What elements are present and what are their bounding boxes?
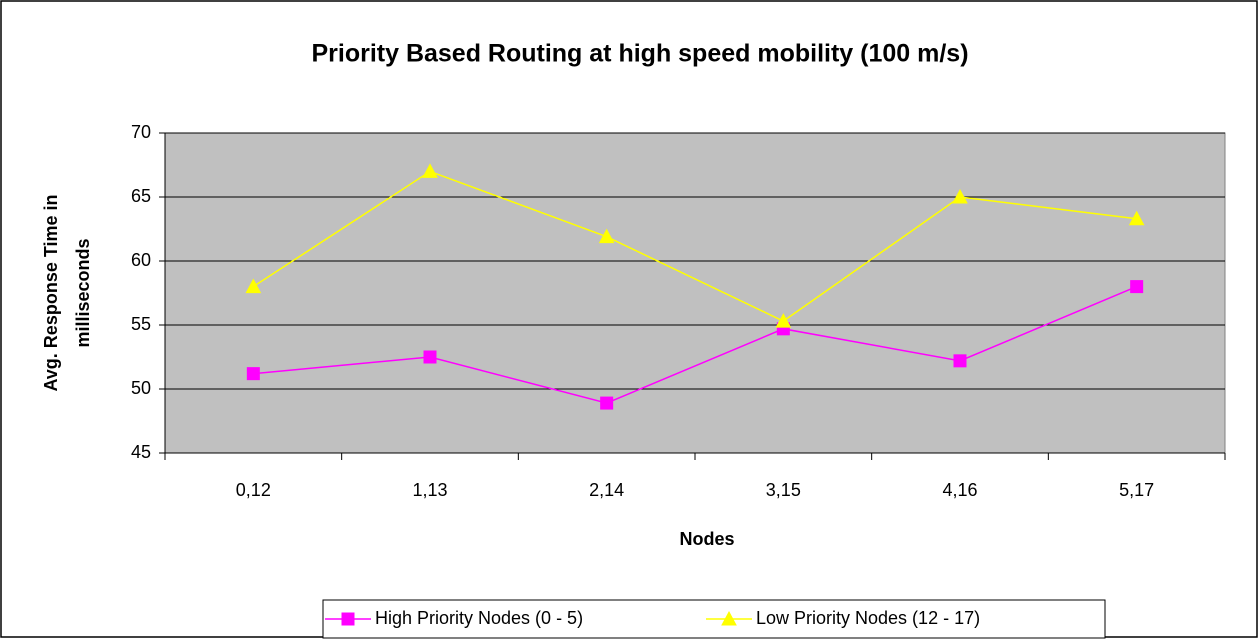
y-tick-label: 55 xyxy=(131,314,151,334)
marker xyxy=(598,228,615,244)
legend-label: Low Priority Nodes (12 - 17) xyxy=(756,608,980,628)
marker xyxy=(775,313,792,328)
x-tick-label: 0,12 xyxy=(236,480,271,500)
x-axis-label: Nodes xyxy=(679,529,734,549)
marker xyxy=(952,188,968,204)
marker xyxy=(953,354,967,368)
marker xyxy=(600,396,614,410)
legend-label: High Priority Nodes (0 - 5) xyxy=(375,608,583,628)
x-tick-label: 1,13 xyxy=(412,480,447,500)
y-tick-label: 45 xyxy=(131,442,151,462)
chart-title: Priority Based Routing at high speed mob… xyxy=(311,40,968,68)
x-tick-label: 2,14 xyxy=(589,480,624,500)
x-tick-label: 5,17 xyxy=(1119,480,1154,500)
plot-area xyxy=(164,132,1226,454)
y-tick-label: 70 xyxy=(131,122,151,142)
y-axis-label: Avg. Response Time in xyxy=(41,194,61,391)
y-axis-label: milliseconds xyxy=(73,238,93,347)
marker xyxy=(246,367,260,381)
marker xyxy=(1130,280,1144,294)
marker xyxy=(423,350,437,364)
y-tick-label: 65 xyxy=(131,186,151,206)
legend-marker xyxy=(721,610,737,626)
series-line xyxy=(253,285,1137,404)
x-tick-label: 4,16 xyxy=(942,480,977,500)
x-tick-label: 3,15 xyxy=(766,480,801,500)
y-tick-label: 60 xyxy=(131,250,151,270)
y-tick-label: 50 xyxy=(131,378,151,398)
marker xyxy=(245,278,262,294)
legend-marker xyxy=(341,612,355,626)
marker xyxy=(1128,210,1145,226)
marker xyxy=(422,163,438,178)
series-line xyxy=(252,170,1137,323)
